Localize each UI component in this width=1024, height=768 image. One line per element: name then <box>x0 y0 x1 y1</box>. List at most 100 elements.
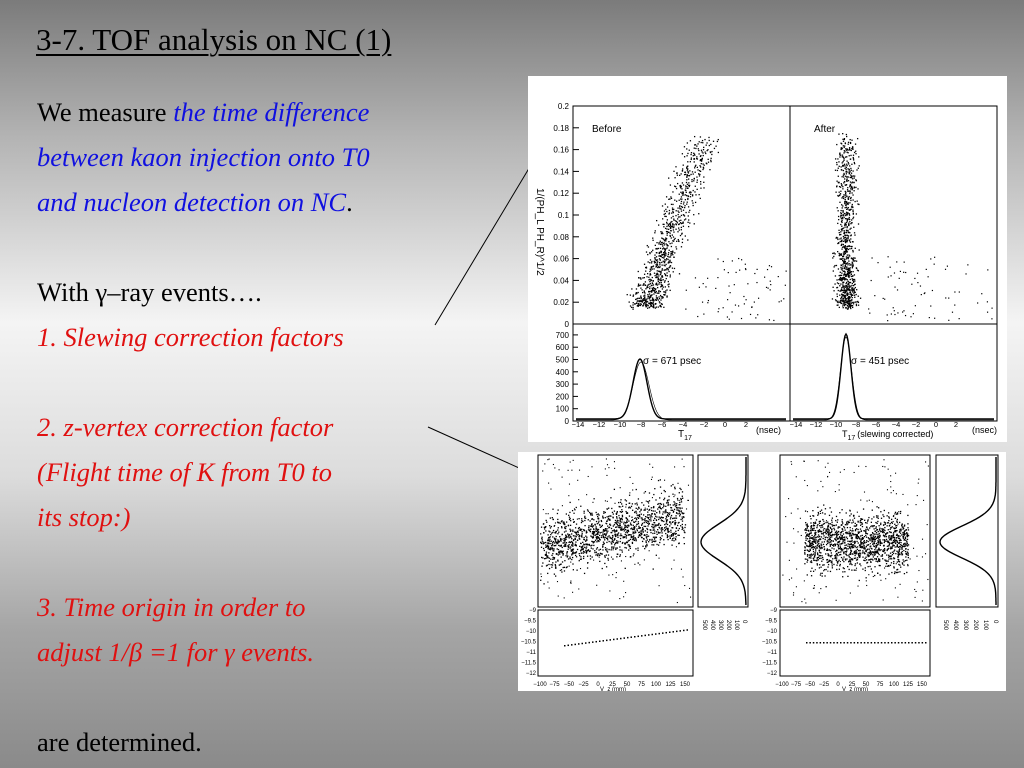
scatter-y-tick-label: 0.18 <box>553 124 569 133</box>
zvertex-proj-after-frame <box>935 454 999 608</box>
intro-line-3: and nucleon detection on NC. <box>37 180 477 225</box>
zvertex-x-tick-label: 75 <box>638 682 645 688</box>
zvertex-x-tick-label: −50 <box>564 682 575 688</box>
sigma-after-label: σ = 451 psec <box>851 356 909 367</box>
zvertex-x-tick-label: −50 <box>805 682 816 688</box>
proj-tick-label: 200 <box>725 620 731 631</box>
zvertex-y-tick-label: −11.5 <box>762 661 777 667</box>
zvertex-y-tick-label: −9.5 <box>765 619 778 625</box>
zvertex-x-tick-label: 150 <box>917 682 928 688</box>
hist-x-tick-label-right: −2 <box>912 420 921 429</box>
zvertex-x-tick-label: −75 <box>549 682 560 688</box>
hist-x-tick-label-right: −14 <box>790 420 803 429</box>
proj-tick-label: 100 <box>733 620 739 631</box>
proj-tick-label: 200 <box>972 620 978 631</box>
with-gamma-line: With γ–ray events…. <box>37 277 262 307</box>
zvertex-y-tick-label: −10.5 <box>762 640 778 646</box>
zvertex-x-tick-label: 125 <box>665 682 676 688</box>
hist-x-tick-label-right: −12 <box>810 420 823 429</box>
hist-x-tick-label-left: 2 <box>744 420 748 429</box>
hist-x-tick-label-left: −12 <box>593 420 606 429</box>
proj-tick-label: 500 <box>701 620 707 631</box>
hist-x-tick-label-left: −4 <box>679 420 688 429</box>
zvertex-scatter-points <box>540 458 929 647</box>
proj-tick-label: 100 <box>982 620 988 631</box>
hist-before-frame <box>572 323 791 422</box>
intro-end: . <box>346 187 353 217</box>
intro-highlight-2: between kaon injection onto T0 <box>37 142 370 172</box>
hist-y-ticks: 0 100 200 300 400 500 600 700 <box>556 331 578 426</box>
slide-title: 3-7. TOF analysis on NC (1) <box>36 22 392 57</box>
zvertex-scatter-before-frame <box>537 454 694 608</box>
zvertex-y-tick-label: −9 <box>770 608 778 614</box>
hist-y-tick-label: 300 <box>556 380 570 389</box>
hist-y-tick-label: 600 <box>556 343 570 352</box>
zvertex-x-label: V_z (mm) <box>600 687 626 691</box>
zvertex-figure: −100 −100 −75 −75 −50 −50 −25 −25 0 0 25 25 50 50 75 75… <box>518 452 1006 693</box>
scatter-y-tick-label: 0 <box>565 320 570 329</box>
closing-line: are determined. <box>37 727 202 757</box>
before-label: Before <box>592 124 622 135</box>
hist-x-tick-label-left: −2 <box>700 420 709 429</box>
zvertex-x-tick-label: 75 <box>877 682 884 688</box>
intro-highlight-1: the time difference <box>173 97 370 127</box>
zvertex-profile-before-frame <box>537 609 694 677</box>
hist-y-tick-label: 200 <box>556 392 570 401</box>
after-label: After <box>814 124 836 135</box>
zvertex-y-tick-label: −10.5 <box>521 640 537 646</box>
zvertex-x-tick-label: −100 <box>533 682 547 688</box>
proj-tick-label: 0 <box>741 620 747 624</box>
zvertex-y-tick-label: −11 <box>767 650 777 656</box>
zvertex-x-tick-label: 100 <box>651 682 662 688</box>
proj-tick-label: 400 <box>952 620 958 631</box>
hist-x-tick-label-right: −4 <box>892 420 901 429</box>
hist-x-tick-label-left: −6 <box>658 420 667 429</box>
zvertex-x-tick-label: 100 <box>889 682 900 688</box>
zvertex-x-label: V_z (mm) <box>842 687 868 691</box>
x-label-right: T17 (slewing corrected) <box>842 429 933 442</box>
scatter-y-label: 1/(PH_L PH_R)^1/2 <box>534 188 545 276</box>
zvertex-x-tick-label: −100 <box>775 682 789 688</box>
sigma-before-label: σ = 671 psec <box>643 356 701 367</box>
zvertex-proj-before-frame <box>697 454 749 608</box>
zvertex-x-tick-label: −25 <box>819 682 830 688</box>
hist-curves <box>576 332 994 421</box>
zvertex-y-tick-label: −12 <box>767 671 778 677</box>
hist-x-tick-label-right: −6 <box>872 420 881 429</box>
zvertex-x-tick-label: −75 <box>791 682 802 688</box>
x-unit-left: (nsec) <box>756 425 781 435</box>
scatter-y-tick-label: 0.04 <box>553 276 569 285</box>
proj-tick-label: 300 <box>717 620 723 631</box>
zvertex-x-tick-label: 25 <box>609 682 616 688</box>
scatter-y-tick-label: 0.14 <box>553 167 569 176</box>
proj-tick-label: 300 <box>962 620 968 631</box>
hist-y-tick-label: 0 <box>565 417 570 426</box>
scatter-y-tick-label: 0.08 <box>553 233 569 242</box>
zvertex-y-tick-label: −11.5 <box>521 661 536 667</box>
scatter-points <box>626 132 993 322</box>
scatter-y-tick-label: 0.02 <box>553 298 569 307</box>
callout-line-zvertex <box>427 426 529 473</box>
item-2-line-2: (Flight time of K from T0 to <box>37 457 332 487</box>
proj-tick-label: 400 <box>709 620 715 631</box>
hist-after-frame <box>789 323 998 422</box>
intro-line-1: We measure the time difference <box>37 90 477 135</box>
hist-x-tick-label-right: 0 <box>934 420 938 429</box>
scatter-y-ticks: 0 0.02 0.04 0.06 0.08 0.1 0.12 0.14 0.16 0.18 0.2 <box>553 102 579 329</box>
zvertex-y-tick-label: −9 <box>529 608 537 614</box>
hist-x-tick-label-left: −8 <box>637 420 646 429</box>
callout-line-slewing <box>434 149 541 326</box>
zvertex-scatter-after-frame <box>779 454 931 608</box>
zvertex-x-tick-label: 125 <box>903 682 914 688</box>
hist-y-tick-label: 700 <box>556 331 570 340</box>
scatter-y-tick-label: 0.1 <box>558 211 570 220</box>
zvertex-x-tick-label: 150 <box>680 682 691 688</box>
scatter-y-tick-label: 0.16 <box>553 146 569 155</box>
item-2-line-3: its stop:) <box>37 502 131 532</box>
zvertex-x-tick-label: 50 <box>624 682 631 688</box>
zvertex-x-tick-label: −25 <box>578 682 589 688</box>
hist-x-tick-label-left: 0 <box>723 420 727 429</box>
hist-x-ticks: −14 −12 −10 −8 −6 −4 −2 0 2 −14 −12 −10 −8 −6 −4 −2 0 2 <box>572 420 958 429</box>
intro-plain-text: We measure <box>37 97 174 127</box>
